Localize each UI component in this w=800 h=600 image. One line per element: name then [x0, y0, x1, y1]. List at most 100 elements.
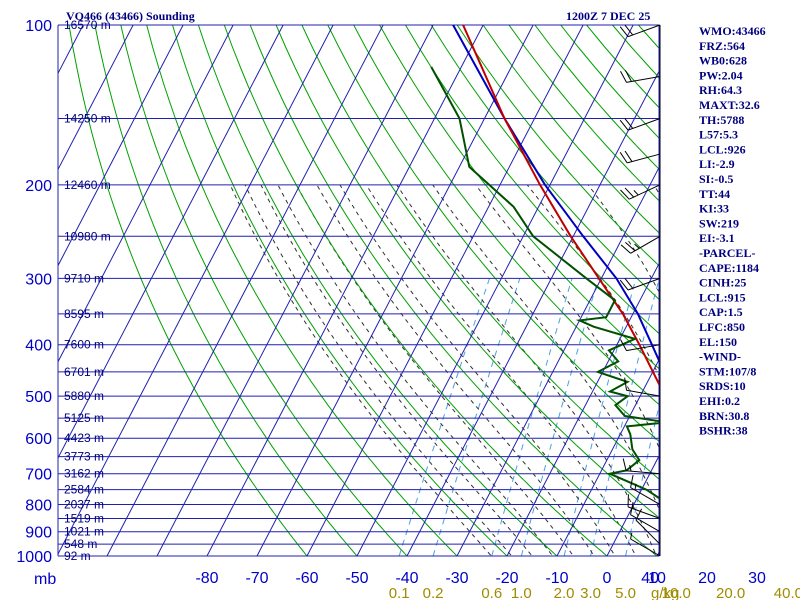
stability-indices-panel: WMO:43466FRZ:564WB0:628PW:2.04RH:64.3MAX…: [699, 24, 766, 438]
mixing-ratio-label: 3.0: [580, 585, 601, 600]
dry-adiabats: [68, 25, 659, 556]
dewpoint-trace: [430, 66, 659, 500]
index-value: BSHR:38: [699, 424, 748, 438]
temperature-tick-label: -70: [245, 570, 268, 587]
height-label: 92 m: [64, 549, 91, 563]
wind-barb-shaft: [630, 235, 661, 254]
moist-adiabat: [475, 184, 659, 449]
moist-adiabat: [295, 184, 574, 556]
moist-adiabat: [316, 184, 595, 556]
index-value: WB0:628: [699, 54, 747, 68]
index-value: CAP:1.5: [699, 305, 743, 319]
isotherm: [556, 358, 659, 556]
index-value: PW:2.04: [699, 68, 743, 82]
isotherm: [58, 25, 184, 267]
station-title: VQ466 (43466) Sounding: [66, 9, 195, 23]
index-value: TT:44: [699, 187, 730, 201]
wind-barb-half-feather: [630, 532, 633, 540]
height-label: 3773 m: [64, 450, 104, 464]
dry-adiabat: [172, 25, 508, 556]
pressure-tick-label: 800: [25, 498, 52, 515]
wind-barb-half-feather: [634, 243, 640, 249]
wind-barb-feather: [620, 189, 630, 200]
height-label: 16570 m: [64, 18, 111, 32]
height-label: 548 m: [64, 537, 97, 551]
wind-barb-feather: [620, 339, 627, 351]
wind-barb-shaft: [635, 519, 661, 545]
wind-barb-shaft: [630, 538, 661, 557]
dry-adiabat: [249, 25, 658, 556]
isotherms: [58, 25, 659, 556]
temperature-tick-label: -60: [295, 570, 318, 587]
pressure-tick-label: 200: [25, 178, 52, 195]
isobars: [57, 24, 660, 557]
moist-adiabat: [277, 184, 554, 556]
height-label: 5880 m: [64, 389, 104, 403]
dry-adiabat: [146, 25, 458, 556]
mixing-ratio-label: 0.6: [481, 585, 502, 600]
isotherm: [606, 454, 659, 556]
index-value: FRZ:564: [699, 39, 745, 53]
isotherm: [58, 25, 134, 171]
wind-barb-feather: [624, 70, 632, 82]
pressure-tick-label: 500: [25, 389, 52, 406]
isotherm: [106, 25, 384, 556]
wind-barb-shaft: [627, 118, 661, 131]
sounding-profiles: [430, 25, 659, 500]
temperature-tick-label: 20: [698, 570, 716, 587]
temperature-trace: [462, 25, 659, 387]
index-value: SRDS:10: [699, 379, 746, 393]
isotherm: [58, 25, 284, 460]
index-value: RH:64.3: [699, 83, 742, 97]
index-value: STM:107/8: [699, 364, 756, 378]
height-labels: 16570 m 14250 m 12460 m 10980 m 9710 m 8595 m…: [64, 18, 111, 563]
wind-barb-feather: [619, 119, 629, 131]
wind-barb-feather: [619, 279, 629, 291]
index-value: TH:5788: [699, 113, 744, 127]
isotherm: [306, 25, 584, 556]
height-label: 14250 m: [64, 112, 111, 126]
temperature-tick-label: -30: [445, 570, 468, 587]
wind-barb-feather: [624, 187, 635, 198]
wind-barb-shaft: [630, 487, 661, 505]
index-value: EI:-3.1: [699, 231, 735, 245]
dry-adiabat: [327, 25, 659, 442]
mixing-ratio-label: 0.2: [423, 585, 444, 600]
height-label: 1519 m: [64, 512, 104, 526]
wind-barb-feather: [624, 150, 633, 162]
dry-adiabat: [197, 25, 558, 556]
temperature-tick-label: 40: [641, 570, 659, 587]
isotherm: [156, 25, 434, 556]
pressure-tick-label: 100: [25, 18, 52, 35]
index-value: CINH:25: [699, 276, 746, 290]
height-label: 12460 m: [64, 178, 111, 192]
pressure-tick-label: 700: [25, 467, 52, 484]
temperature-tick-label: -10: [545, 570, 568, 587]
index-value: SI:-0.5: [699, 172, 733, 186]
temperature-tick-label: 10: [648, 570, 666, 587]
mixing-ratio-label: 5.0: [615, 585, 636, 600]
pressure-unit-label: mb: [34, 571, 56, 588]
wind-barb-feather: [620, 244, 631, 254]
index-value: SW:219: [699, 216, 739, 230]
dry-adiabat: [353, 25, 659, 406]
wind-barb-feather: [624, 278, 634, 289]
dry-adiabat: [379, 25, 659, 370]
index-value: CAPE:1184: [699, 261, 759, 275]
wind-barb-feather: [625, 242, 636, 252]
index-value: WMO:43466: [699, 24, 766, 38]
index-value: LFC:850: [699, 320, 745, 334]
isotherm: [456, 166, 659, 556]
mixing-ratio-label: 0.1: [389, 585, 410, 600]
wind-barb-shaft: [626, 344, 661, 352]
wind-barb-shaft: [628, 184, 661, 200]
mixing-ratio-label: 20.0: [716, 585, 745, 600]
height-label: 9710 m: [64, 271, 104, 285]
index-value: EHI:0.2: [699, 394, 740, 408]
moist-adiabat: [365, 184, 637, 556]
height-label: 7600 m: [64, 338, 104, 352]
isotherm: [206, 25, 484, 556]
dry-adiabat: [94, 25, 358, 556]
mixing-ratio-label: 40.0: [774, 585, 800, 600]
